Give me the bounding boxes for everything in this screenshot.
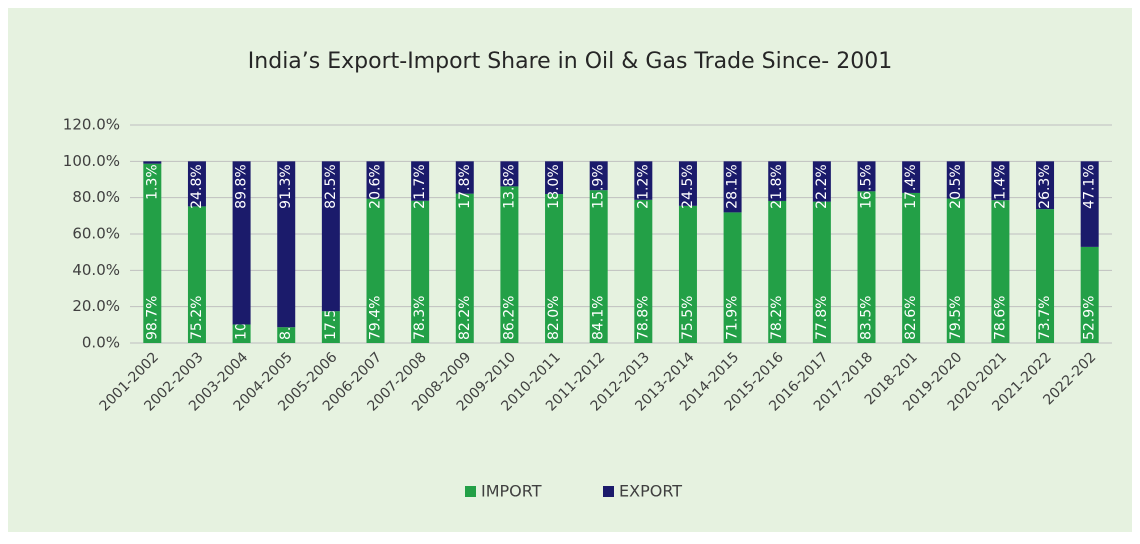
bar-segment — [991, 200, 1010, 343]
bar-segment — [857, 191, 876, 343]
data-label: 78.2% — [769, 296, 785, 340]
data-label: 24.8% — [189, 164, 205, 208]
bar-segment — [277, 161, 296, 328]
data-label: 79.4% — [368, 296, 384, 340]
bar-segment — [411, 200, 430, 343]
data-label: 18.0% — [546, 164, 562, 208]
data-label: 79.5% — [948, 296, 964, 340]
data-label: 98.7% — [144, 296, 160, 340]
y-tick-label: 100.0% — [63, 152, 120, 170]
bar-segment — [545, 194, 564, 343]
bar-segment — [723, 212, 742, 343]
data-label: 77.8% — [814, 296, 830, 340]
bar-segment — [187, 206, 206, 343]
bar-segment — [366, 198, 385, 343]
bar-segment — [902, 161, 921, 193]
data-label: 86.2% — [501, 296, 517, 340]
bar-segment — [812, 201, 831, 343]
data-label: 71.9% — [725, 296, 741, 340]
bar-segment — [946, 161, 965, 199]
y-tick-label: 20.0% — [72, 297, 120, 315]
data-label: 17.8% — [457, 164, 473, 208]
y-tick-label: 60.0% — [72, 225, 120, 243]
bar-segment — [277, 327, 296, 343]
bar-segment — [991, 161, 1010, 201]
data-label: 1.3% — [144, 164, 160, 200]
bar-segment — [411, 161, 430, 201]
legend-swatch — [603, 486, 614, 497]
data-label: 17.4% — [903, 164, 919, 208]
y-tick-label: 120.0% — [63, 116, 120, 134]
data-label: 78.3% — [412, 296, 428, 340]
data-label: 78.6% — [992, 296, 1008, 340]
chart-title: India’s Export-Import Share in Oil & Gas… — [248, 49, 892, 74]
data-label: 21.7% — [412, 164, 428, 208]
bar-segment — [366, 161, 385, 199]
bar-segment — [678, 161, 697, 206]
bar-segment — [232, 161, 251, 325]
bar-segment — [232, 324, 251, 343]
data-label: 16.5% — [859, 164, 875, 208]
y-tick-label: 80.0% — [72, 188, 120, 206]
bar-segment — [678, 205, 697, 343]
data-label: 24.5% — [680, 164, 696, 208]
bar-segment — [321, 311, 340, 343]
bar-segment — [545, 161, 564, 195]
bar-segment — [500, 161, 519, 187]
data-label: 89.8% — [234, 164, 250, 208]
bar-segment — [1036, 209, 1055, 343]
data-label: 21.2% — [635, 164, 651, 208]
data-label: 82.2% — [457, 296, 473, 340]
data-label: 21.8% — [769, 164, 785, 208]
data-label: 13.8% — [501, 164, 517, 208]
data-label: 73.7% — [1037, 296, 1053, 340]
data-label: 78.8% — [635, 296, 651, 340]
data-label: 91.3% — [278, 164, 294, 208]
bar-segment — [1036, 161, 1055, 210]
bar-segment — [187, 161, 206, 207]
bar-segment — [143, 163, 162, 343]
data-label: 26.3% — [1037, 164, 1053, 208]
bar-segment — [455, 161, 474, 194]
bar-segment — [1080, 246, 1099, 343]
bar-segment — [634, 161, 653, 200]
data-label: 82.5% — [323, 164, 339, 208]
data-label: 22.2% — [814, 164, 830, 208]
bar-segment — [589, 161, 608, 191]
data-label: 21.4% — [992, 164, 1008, 208]
data-label: 84.1% — [591, 296, 607, 340]
bar-segment — [634, 199, 653, 343]
bar-segment — [500, 186, 519, 343]
data-label: 15.9% — [591, 164, 607, 208]
bar-segment — [321, 161, 340, 312]
bar-segment — [1080, 161, 1099, 247]
data-label: 47.1% — [1082, 164, 1098, 208]
data-label: 20.5% — [948, 164, 964, 208]
data-label: 52.9% — [1082, 296, 1098, 340]
data-label: 82.0% — [546, 296, 562, 340]
bar-segment — [768, 200, 787, 343]
y-tick-label: 0.0% — [82, 334, 120, 352]
data-label: 28.1% — [725, 164, 741, 208]
data-label: 83.5% — [859, 296, 875, 340]
data-label: 82.6% — [903, 296, 919, 340]
data-label: 75.5% — [680, 296, 696, 340]
legend-label: EXPORT — [619, 482, 682, 501]
bar-segment — [857, 161, 876, 192]
bar-segment — [589, 190, 608, 343]
bar-segment — [723, 161, 742, 213]
bar-segment — [455, 193, 474, 343]
legend-label: IMPORT — [481, 482, 542, 501]
bar-segment — [946, 198, 965, 343]
legend-swatch — [465, 486, 476, 497]
bar-segment — [812, 161, 831, 202]
bar-segment — [143, 161, 162, 164]
bar-segment — [768, 161, 787, 201]
bar-segment — [902, 192, 921, 343]
data-label: 20.6% — [368, 164, 384, 208]
data-label: 75.2% — [189, 296, 205, 340]
y-tick-label: 40.0% — [72, 261, 120, 279]
